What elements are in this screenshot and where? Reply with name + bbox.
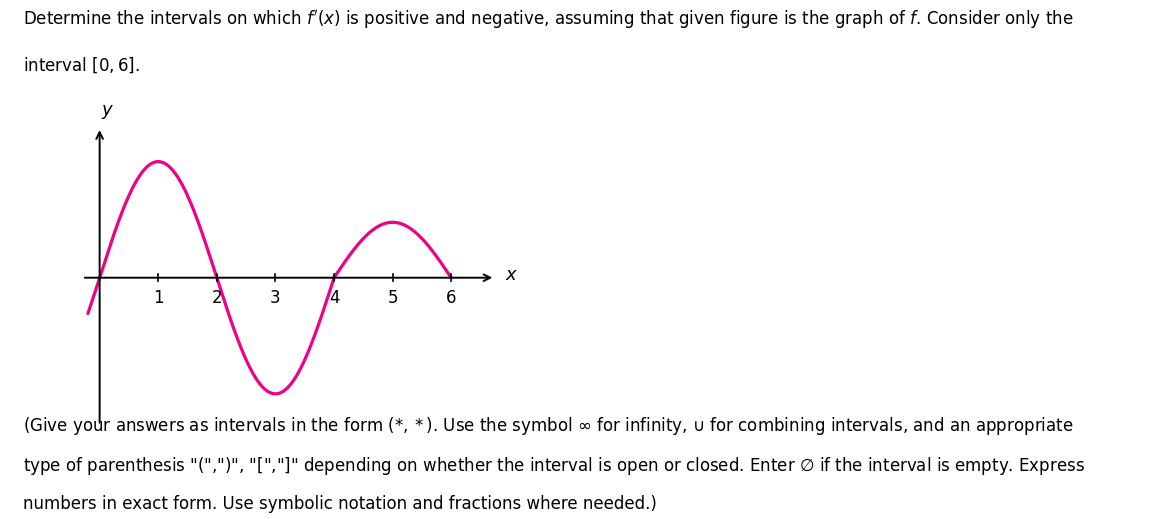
Text: 6: 6 [447,289,456,307]
Text: 4: 4 [329,289,339,307]
Text: interval $[0, 6]$.: interval $[0, 6]$. [23,56,141,75]
Text: Determine the intervals on which $f'(x)$ is positive and negative, assuming that: Determine the intervals on which $f'(x)$… [23,8,1074,31]
Text: 5: 5 [388,289,397,307]
Text: numbers in exact form. Use symbolic notation and fractions where needed.): numbers in exact form. Use symbolic nota… [23,495,657,513]
Text: type of parenthesis "(",")", "[","]" depending on whether the interval is open o: type of parenthesis "(",")", "[","]" dep… [23,455,1085,477]
Text: $x$: $x$ [505,266,518,284]
Text: 2: 2 [211,289,223,307]
Text: 3: 3 [270,289,281,307]
Text: $y$: $y$ [101,103,114,121]
Text: (Give your answers as intervals in the form $(*, *)$. Use the symbol $\infty$ fo: (Give your answers as intervals in the f… [23,415,1074,437]
Text: 1: 1 [152,289,164,307]
